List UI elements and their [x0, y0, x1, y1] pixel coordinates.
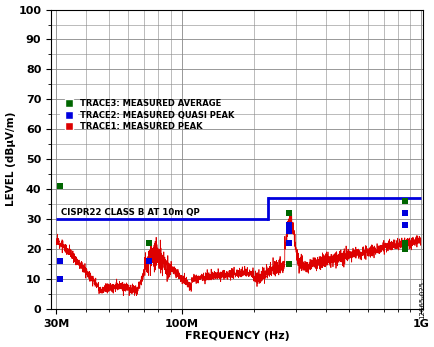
X-axis label: FREQUENCY (Hz): FREQUENCY (Hz): [184, 331, 289, 341]
Text: 12665-025: 12665-025: [418, 281, 424, 319]
Y-axis label: LEVEL (dBµV/m): LEVEL (dBµV/m): [6, 112, 16, 206]
Legend: TRACE3: MEASURED AVERAGE, TRACE2: MEASURED QUASI PEAK, TRACE1: MEASURED PEAK: TRACE3: MEASURED AVERAGE, TRACE2: MEASUR…: [59, 98, 235, 133]
Text: CISPR22 CLASS B AT 10m QP: CISPR22 CLASS B AT 10m QP: [61, 208, 200, 217]
